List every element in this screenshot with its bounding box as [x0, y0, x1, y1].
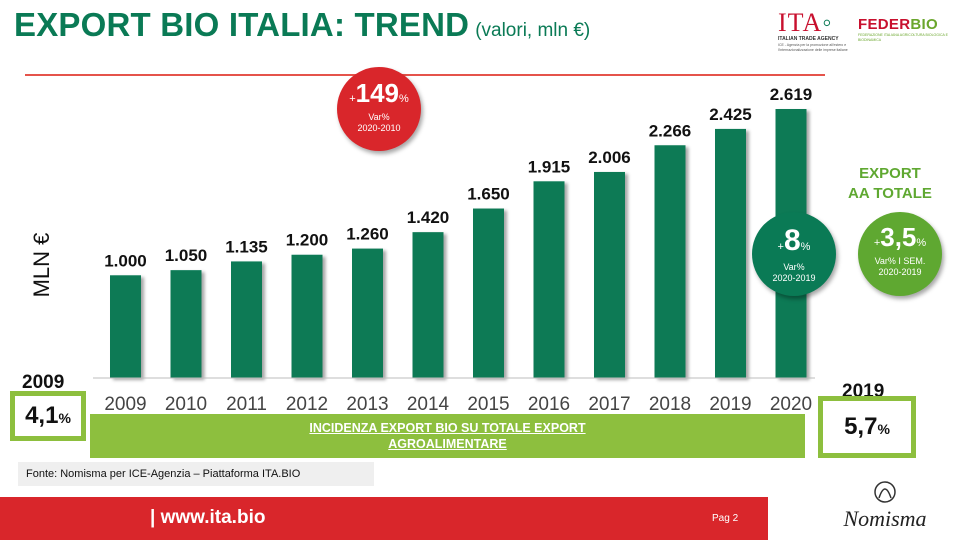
x-tick-label-2011: 2011	[226, 394, 267, 415]
x-tick-label-2020: 2020	[770, 394, 812, 415]
bar-2014	[412, 232, 444, 378]
export-aa-bubble: +3,5% Var% I SEM. 2020-2019	[858, 212, 942, 296]
value-label-2017: 2.006	[588, 148, 631, 167]
page-subtitle: (valori, mln €)	[475, 20, 591, 41]
growth-bubble-2010-2020: +149% Var% 2020-2010	[337, 67, 421, 151]
footer-bar: | www.ita.bio Pag 2	[0, 497, 768, 540]
value-label-2014: 1.420	[407, 208, 450, 227]
bar-2016	[533, 181, 565, 378]
value-label-2010: 1.050	[165, 246, 208, 265]
header-divider	[25, 74, 825, 76]
nomisma-emblem-icon	[874, 481, 896, 503]
value-label-2013: 1.260	[346, 225, 389, 244]
bar-2011	[231, 261, 262, 378]
x-tick-label-2017: 2017	[588, 394, 630, 415]
value-label-2018: 2.266	[649, 121, 692, 140]
value-label-2012: 1.200	[286, 231, 329, 250]
incidenza-band: INCIDENZA EXPORT BIO SU TOTALE EXPORT AG…	[90, 414, 805, 458]
nomisma-logo: Nomisma	[835, 476, 935, 536]
x-tick-label-2019: 2019	[709, 394, 751, 415]
bar-2015	[473, 208, 504, 378]
x-tick-label-2015: 2015	[467, 394, 509, 415]
x-tick-label-2016: 2016	[528, 394, 570, 415]
bar-2012	[291, 254, 323, 378]
value-label-2020: 2.619	[770, 85, 813, 104]
incidenza-left-year: 2009	[22, 372, 65, 393]
x-tick-label-2009: 2009	[104, 394, 146, 415]
x-tick-label-2013: 2013	[346, 394, 388, 415]
page-number: Pag 2	[712, 513, 739, 524]
bar-2010	[170, 270, 202, 378]
x-tick-label-2012: 2012	[286, 394, 328, 415]
value-label-2015: 1.650	[467, 185, 510, 204]
federbio-logo: FEDERBIO FEDERAZIONE ITALIANA AGRICOLTUR…	[858, 16, 948, 42]
bar-2018	[654, 145, 686, 378]
incidenza-right-box: 5,7%	[818, 396, 916, 458]
export-aa-heading: EXPORT AA TOTALE	[848, 165, 932, 202]
bar-2009	[110, 275, 141, 378]
growth-bubble-2019-2020: +8% Var% 2020-2019	[752, 212, 836, 296]
source-note: Fonte: Nomisma per ICE-Agenzia – Piattaf…	[18, 462, 374, 486]
bar-2019	[715, 128, 746, 378]
value-label-2019: 2.425	[709, 105, 752, 124]
x-tick-label-2010: 2010	[165, 394, 207, 415]
x-tick-label-2014: 2014	[407, 394, 450, 415]
value-label-2009: 1.000	[104, 251, 147, 270]
value-label-2016: 1.915	[528, 157, 571, 176]
website-link[interactable]: | www.ita.bio	[150, 507, 266, 528]
incidenza-left-box: 4,1%	[10, 391, 86, 441]
x-tick-label-2018: 2018	[649, 394, 691, 415]
bar-2013	[352, 248, 383, 378]
value-label-2011: 1.135	[225, 237, 268, 256]
bar-2017	[594, 171, 625, 378]
ita-logo: ITA◦ ITALIAN TRADE AGENCY ICE - Agenzia …	[778, 8, 848, 53]
ita-mark-icon: ◦	[822, 8, 833, 37]
page-title: EXPORT BIO ITALIA: TREND (valori, mln €)	[14, 6, 591, 43]
